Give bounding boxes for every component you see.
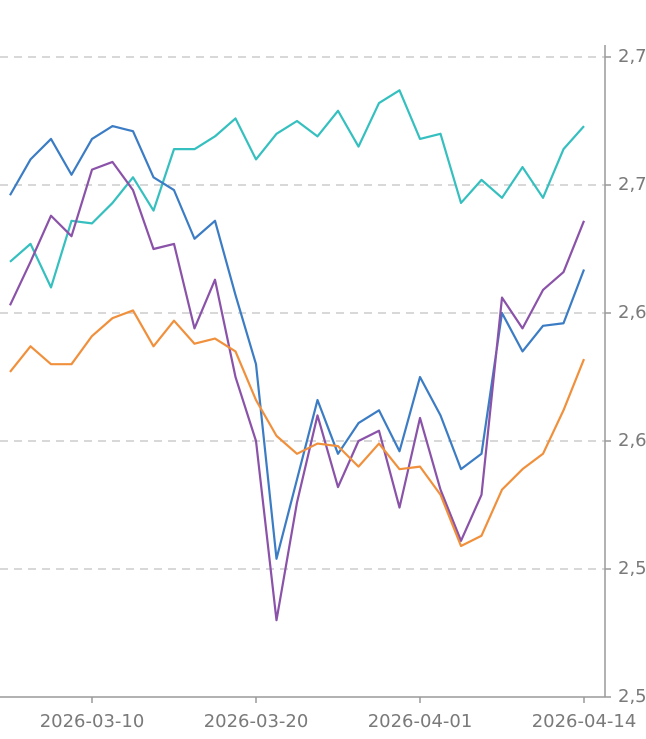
x-tick-label: 2026-04-14 [532, 711, 637, 732]
series-line [9, 89, 585, 289]
series-line [9, 160, 586, 622]
series-line [9, 309, 586, 548]
x-tick-label: 2026-04-01 [368, 711, 473, 732]
y-tick-label: 2,5 [618, 558, 646, 579]
x-tick-label: 2026-03-10 [40, 711, 145, 732]
y-tick-label: 2,7 [618, 46, 646, 67]
y-tick-label: 2,6 [618, 302, 646, 323]
x-tick-label: 2026-03-20 [204, 711, 309, 732]
series-line [9, 125, 586, 560]
y-tick-label: 2,5 [618, 686, 646, 707]
y-tick-label: 2,7 [618, 174, 646, 195]
y-tick-label: 2,6 [618, 430, 646, 451]
